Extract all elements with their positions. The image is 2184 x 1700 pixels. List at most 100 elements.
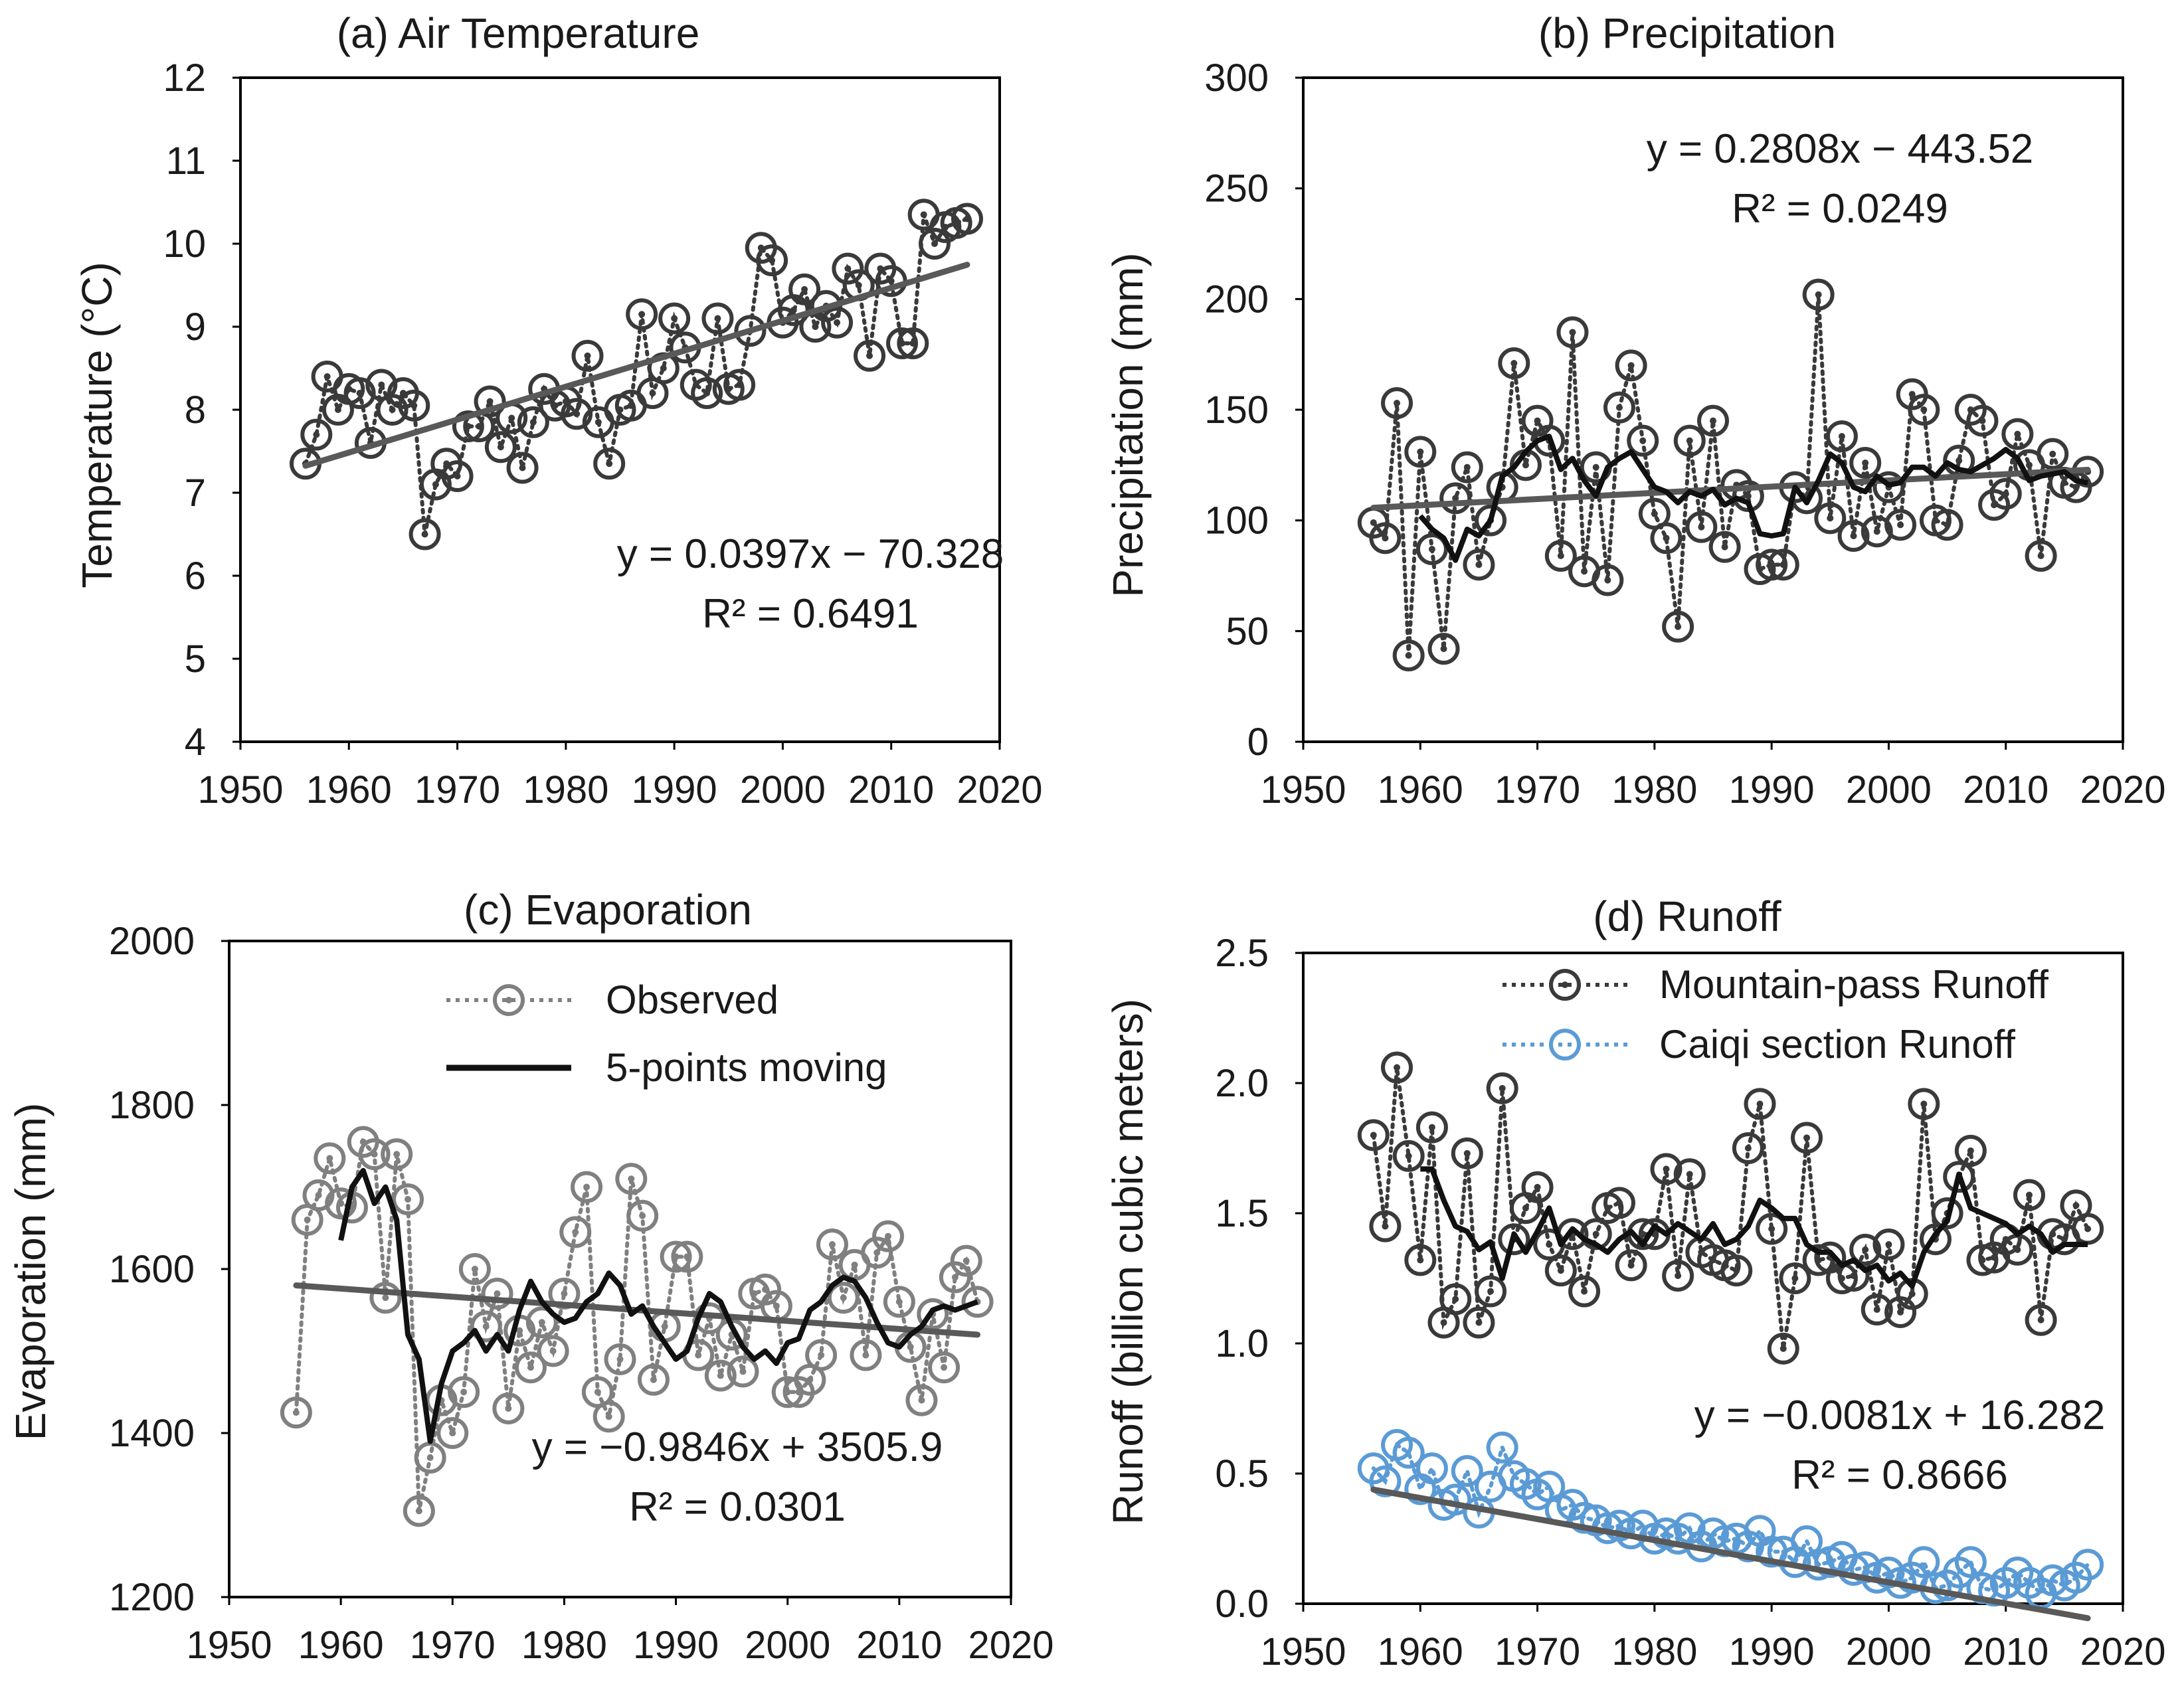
observed-point <box>571 339 604 372</box>
observed-point <box>1791 1122 1823 1154</box>
observed-point <box>1908 394 1940 426</box>
observed-point-dot <box>605 1413 612 1420</box>
observed-point <box>302 1179 335 1211</box>
observed-point <box>1568 1275 1601 1308</box>
observed-point-dot <box>736 381 743 388</box>
observed-point <box>1627 424 1659 457</box>
x-tick-label: 2000 <box>1846 768 1932 811</box>
observed-point <box>727 1355 759 1388</box>
observed-point-dot <box>762 1286 769 1293</box>
x-tick-label: 1970 <box>1495 768 1580 811</box>
observed-point <box>897 327 929 359</box>
observed-point-dot <box>806 1376 814 1383</box>
observed-point-dot <box>920 211 927 218</box>
observed-point <box>723 369 756 401</box>
observed-point <box>939 1261 971 1294</box>
y-tick-label: 2.0 <box>1215 1062 1269 1105</box>
observed-point <box>1767 1332 1799 1365</box>
x-tick-label: 1980 <box>1611 768 1697 811</box>
observed-point-dot <box>866 352 873 359</box>
observed-point <box>369 1282 402 1314</box>
observed-point-dot <box>1756 1100 1764 1108</box>
observed-point <box>1498 347 1530 379</box>
observed-point-dot <box>1873 1306 1880 1314</box>
observed-point-dot <box>583 1183 591 1191</box>
y-tick-label: 200 <box>1204 278 1269 321</box>
observed-point-dot <box>695 1351 702 1359</box>
observed-point-dot <box>739 1368 747 1375</box>
panel-c-trend-r2: R² = 0.0301 <box>629 1484 846 1530</box>
observed-point-dot <box>1452 495 1459 502</box>
observed-point-dot <box>1475 561 1483 568</box>
observed-point-dot <box>1475 1319 1483 1326</box>
observed-point-dot <box>1463 1149 1471 1157</box>
observed-point-dot <box>834 319 841 326</box>
observed-point <box>1451 451 1483 483</box>
observed-point-dot <box>1522 462 1529 469</box>
y-tick-label: 1400 <box>109 1412 195 1455</box>
observed-point <box>559 1216 592 1248</box>
observed-point <box>376 394 409 426</box>
observed-point <box>1861 1294 1893 1326</box>
series-connector-caiqi <box>1371 1441 2090 1596</box>
observed-point <box>381 1138 413 1171</box>
observed-point <box>1439 482 1472 515</box>
observed-point-dot <box>2072 1202 2080 1209</box>
panel-d-plot-area: 1950 1960 1970 1980 1990 2000 2010 2020 0.0 0.5 1.… <box>1215 932 2165 1673</box>
observed-point-dot <box>714 315 721 322</box>
observed-point-dot <box>1956 457 1963 464</box>
observed-point-dot <box>471 1266 478 1272</box>
caiqi-point <box>1415 1452 1448 1485</box>
observed-point <box>1931 509 1963 541</box>
observed-point <box>1369 522 1402 554</box>
legend-moving-label: 5-points moving <box>606 1045 887 1090</box>
x-tick-label: 1990 <box>1729 1630 1815 1673</box>
observed-point-dot <box>1581 1288 1588 1295</box>
observed-point <box>604 1343 636 1375</box>
observed-point <box>448 1376 480 1408</box>
observed-point-dot <box>649 390 656 396</box>
observed-point <box>1544 1254 1577 1287</box>
observed-point-dot <box>1744 493 1752 499</box>
observed-point <box>2037 438 2069 470</box>
observed-point-dot <box>1592 464 1599 471</box>
legend-mountain-dot <box>1562 981 1568 988</box>
panel-b-trend-equation: y = 0.2808x − 443.52 <box>1647 126 2034 172</box>
observed-point-dot <box>382 1294 389 1302</box>
observed-point-dot <box>1592 1231 1599 1238</box>
observed-point-dot <box>1779 1345 1787 1352</box>
observed-point-dot <box>1675 1272 1682 1280</box>
observed-point <box>2013 1179 2045 1211</box>
moving-average-line <box>1420 1166 2088 1289</box>
observed-point-dot <box>1382 535 1389 542</box>
observed-point <box>1802 1244 1835 1276</box>
observed-point-dot <box>1686 1171 1693 1178</box>
observed-point-dot <box>497 444 504 451</box>
observed-point-dot <box>1394 400 1401 406</box>
y-tick-label: 2.5 <box>1215 932 1269 975</box>
observed-point-dot <box>844 265 852 272</box>
caiqi-point <box>1369 1465 1402 1497</box>
observed-point-dot <box>2084 1225 2092 1232</box>
y-tick-label: 12 <box>163 56 206 100</box>
observed-point-dot <box>1744 1145 1752 1151</box>
observed-point <box>1849 1233 1882 1266</box>
observed-point-dot <box>449 1430 456 1436</box>
observed-point-dot <box>529 418 537 426</box>
observed-point <box>734 315 767 347</box>
observed-point-dot <box>486 398 494 405</box>
observed-point <box>571 1171 603 1203</box>
y-tick-label: 0.0 <box>1215 1582 1269 1626</box>
observed-point-dot <box>1815 291 1822 298</box>
observed-point-dot <box>964 215 971 222</box>
panel-a-trend-equation: y = 0.0397x − 70.328 <box>617 531 1004 577</box>
observed-point-dot <box>371 1151 378 1158</box>
observed-point-dot <box>683 1253 691 1260</box>
caiqi-point <box>1908 1546 1940 1578</box>
series-connector-observed <box>1371 1067 2090 1349</box>
x-tick-label: 1970 <box>1495 1630 1580 1673</box>
observed-point-dot <box>1651 510 1658 517</box>
observed-point-dot <box>1405 1152 1412 1159</box>
panel-b-title: (b) Precipitation <box>1538 9 1836 57</box>
observed-point <box>514 1351 547 1384</box>
